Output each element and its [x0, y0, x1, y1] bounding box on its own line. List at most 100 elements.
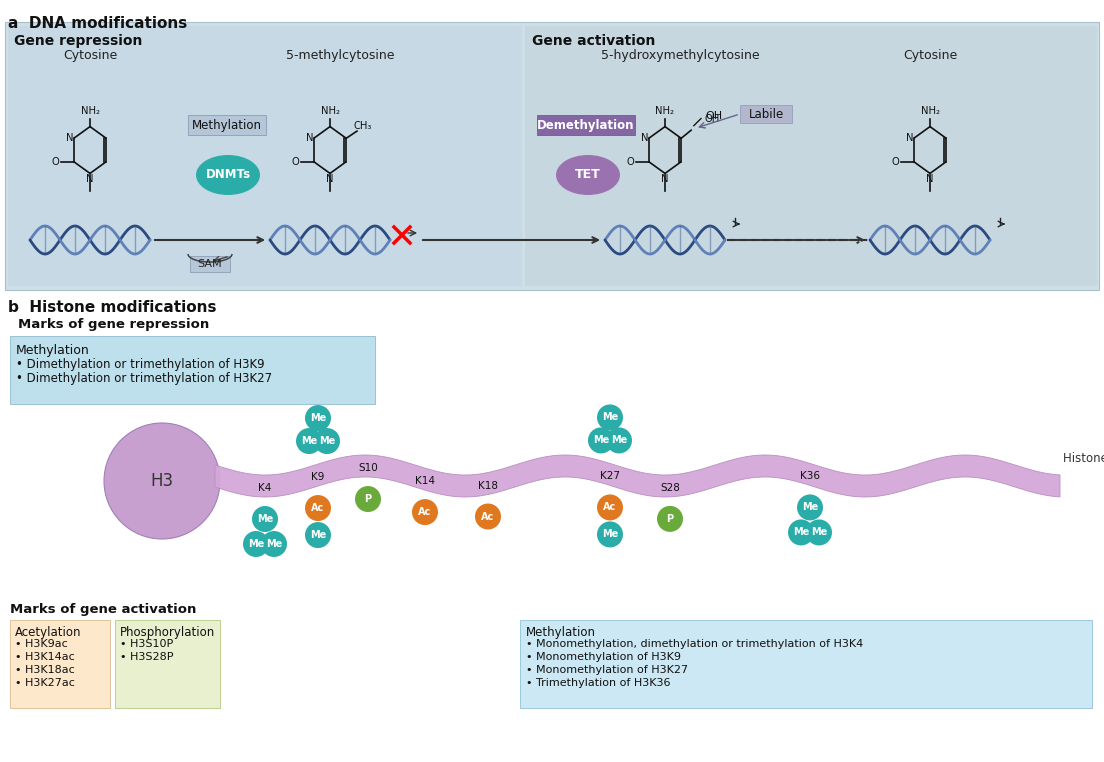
Text: O: O	[52, 157, 60, 167]
Circle shape	[104, 423, 220, 539]
Text: K27: K27	[599, 472, 620, 482]
Text: Methylation: Methylation	[526, 626, 596, 639]
Text: Me: Me	[257, 514, 273, 524]
Circle shape	[475, 504, 501, 530]
Bar	[6, 22, 1098, 290]
Circle shape	[412, 499, 438, 525]
Text: Me: Me	[802, 502, 818, 512]
Text: • H3S28P: • H3S28P	[120, 652, 173, 662]
Bar	[740, 105, 792, 123]
Circle shape	[806, 520, 832, 546]
Text: Me: Me	[611, 435, 627, 446]
Text: Acetylation: Acetylation	[15, 626, 82, 639]
Text: Me: Me	[319, 436, 336, 446]
Text: • H3K27ac: • H3K27ac	[15, 678, 75, 688]
Text: Marks of gene activation: Marks of gene activation	[10, 603, 197, 616]
Text: Methylation: Methylation	[192, 119, 262, 132]
Text: N: N	[926, 174, 934, 184]
Bar	[10, 620, 110, 708]
Text: Me: Me	[793, 527, 809, 537]
Text: • Monomethylation of H3K9: • Monomethylation of H3K9	[526, 652, 681, 662]
Text: TET: TET	[575, 168, 601, 181]
Text: Labile: Labile	[749, 107, 784, 120]
Bar	[10, 336, 375, 404]
Circle shape	[597, 405, 623, 431]
Text: Ac: Ac	[604, 502, 617, 512]
Circle shape	[597, 521, 623, 547]
Polygon shape	[215, 455, 1060, 497]
Text: N: N	[65, 133, 73, 143]
Text: • H3K9ac: • H3K9ac	[15, 639, 67, 649]
Text: NH₂: NH₂	[320, 106, 340, 116]
Text: N: N	[306, 133, 314, 143]
Text: Me: Me	[266, 539, 283, 549]
Circle shape	[252, 506, 278, 532]
Text: N: N	[640, 133, 648, 143]
Text: • Dimethylation or trimethylation of H3K9: • Dimethylation or trimethylation of H3K…	[15, 358, 265, 371]
Text: Me: Me	[248, 539, 264, 549]
Text: P: P	[364, 494, 372, 504]
Text: b  Histone modifications: b Histone modifications	[8, 300, 216, 315]
Text: • H3S10P: • H3S10P	[120, 639, 173, 649]
Text: Marks of gene repression: Marks of gene repression	[18, 318, 210, 331]
Circle shape	[243, 531, 269, 557]
Text: H3: H3	[150, 472, 173, 490]
Text: Me: Me	[301, 436, 317, 446]
Text: SAM: SAM	[198, 259, 222, 269]
Text: CH₃: CH₃	[353, 120, 372, 131]
Text: O: O	[627, 157, 635, 167]
Text: a  DNA modifications: a DNA modifications	[8, 16, 188, 31]
Text: Me: Me	[602, 530, 618, 539]
Circle shape	[788, 520, 814, 546]
Circle shape	[797, 495, 822, 520]
Text: • Monomethylation of H3K27: • Monomethylation of H3K27	[526, 665, 688, 675]
Text: Gene repression: Gene repression	[14, 34, 142, 48]
Text: Phosphorylation: Phosphorylation	[120, 626, 215, 639]
Text: K4: K4	[258, 483, 272, 493]
Text: N: N	[327, 174, 333, 184]
Circle shape	[597, 495, 623, 520]
Text: Me: Me	[602, 412, 618, 422]
Text: NH₂: NH₂	[921, 106, 940, 116]
Text: N: N	[905, 133, 913, 143]
Text: OH: OH	[704, 114, 720, 123]
Text: NH₂: NH₂	[81, 106, 99, 116]
Circle shape	[355, 486, 381, 512]
Text: Histone tail: Histone tail	[1063, 452, 1104, 465]
Bar	[520, 620, 1092, 708]
Ellipse shape	[556, 155, 620, 195]
Circle shape	[314, 428, 340, 454]
Text: S10: S10	[358, 463, 378, 473]
Ellipse shape	[197, 155, 261, 195]
Circle shape	[305, 522, 331, 548]
Text: • Trimethylation of H3K36: • Trimethylation of H3K36	[526, 678, 670, 688]
Text: Ac: Ac	[481, 511, 495, 521]
Text: • Dimethylation or trimethylation of H3K27: • Dimethylation or trimethylation of H3K…	[15, 372, 272, 385]
Text: K36: K36	[800, 472, 820, 482]
Text: Demethylation: Demethylation	[538, 119, 635, 132]
Text: Methylation: Methylation	[15, 344, 89, 357]
Bar	[190, 256, 230, 272]
Text: Ac: Ac	[311, 503, 325, 513]
Bar	[115, 620, 220, 708]
Text: Cytosine: Cytosine	[903, 49, 957, 62]
Text: O: O	[291, 157, 299, 167]
Bar	[526, 26, 1097, 286]
Circle shape	[657, 506, 683, 532]
Text: P: P	[667, 514, 673, 524]
Text: Me: Me	[310, 530, 326, 540]
Text: NH₂: NH₂	[656, 106, 675, 116]
Text: Me: Me	[593, 435, 609, 446]
Bar	[188, 115, 266, 135]
Circle shape	[296, 428, 322, 454]
Text: Me: Me	[310, 413, 326, 423]
Circle shape	[305, 405, 331, 431]
Circle shape	[606, 427, 631, 453]
Text: Gene activation: Gene activation	[532, 34, 656, 48]
Text: 5-methylcytosine: 5-methylcytosine	[286, 49, 394, 62]
Text: 5-hydroxymethylcytosine: 5-hydroxymethylcytosine	[601, 49, 760, 62]
Text: • H3K14ac: • H3K14ac	[15, 652, 75, 662]
Text: O: O	[892, 157, 900, 167]
Text: N: N	[86, 174, 94, 184]
Text: Cytosine: Cytosine	[63, 49, 117, 62]
